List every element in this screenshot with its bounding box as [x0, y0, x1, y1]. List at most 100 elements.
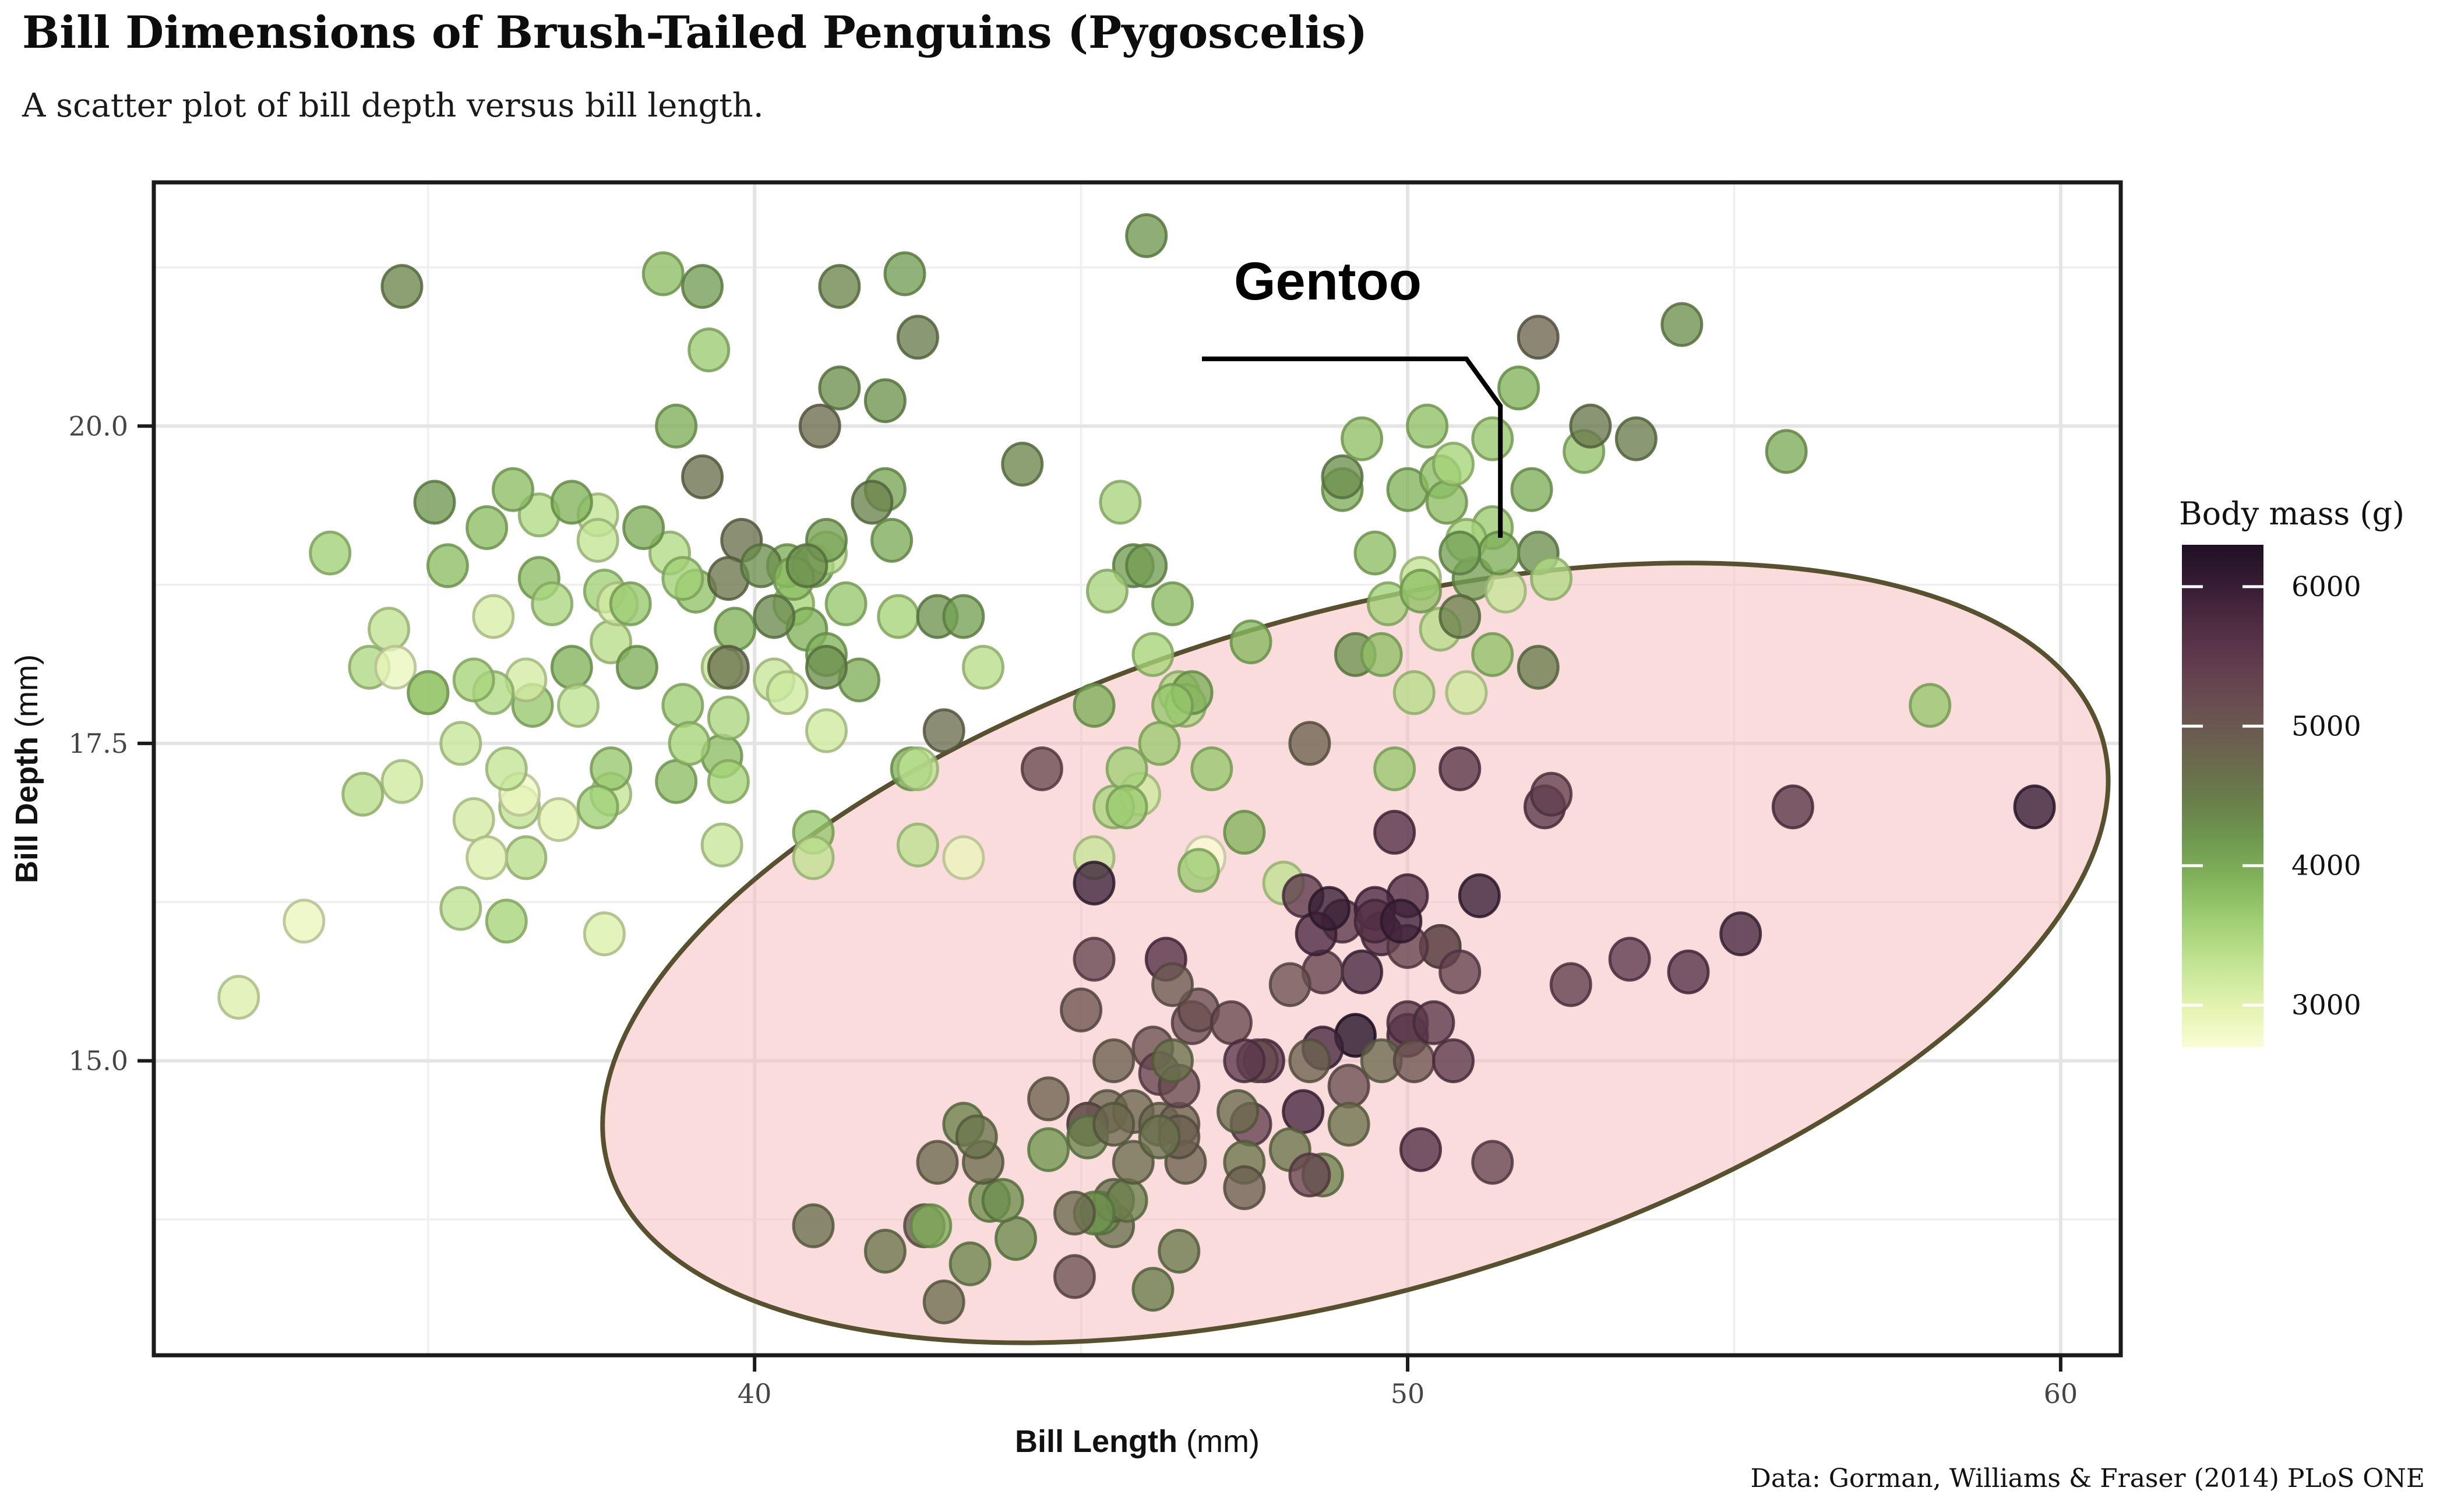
- data-point: [942, 594, 985, 639]
- data-point: [485, 746, 528, 791]
- data-point: [949, 1241, 992, 1287]
- data-point: [1458, 873, 1501, 918]
- data-point: [1471, 1140, 1514, 1185]
- data-point: [1771, 784, 1814, 830]
- data-point: [1217, 1089, 1260, 1134]
- data-point: [798, 403, 841, 449]
- data-point: [863, 378, 907, 424]
- data-point: [655, 759, 698, 804]
- data-point: [1151, 962, 1194, 1007]
- data-point: [472, 594, 515, 639]
- data-point: [1765, 429, 1808, 474]
- data-source-caption: Data: Gorman, Williams & Fraser (2014) P…: [1751, 1464, 2425, 1493]
- data-point: [1125, 213, 1168, 258]
- data-point: [1373, 809, 1416, 855]
- data-point: [413, 480, 456, 525]
- data-point: [922, 708, 965, 753]
- data-point: [961, 644, 1004, 690]
- data-point: [466, 835, 509, 880]
- gentoo-annotation-label: Gentoo: [1234, 252, 1422, 311]
- data-point: [1549, 962, 1592, 1007]
- x-tick-label: 60: [2044, 1378, 2078, 1409]
- data-point: [851, 480, 894, 525]
- data-point: [1438, 594, 1482, 639]
- data-point: [590, 746, 633, 791]
- data-point: [1399, 1127, 1442, 1172]
- data-point: [1223, 1165, 1266, 1210]
- legend-tick-label: 5000: [2291, 710, 2361, 742]
- data-point: [1360, 632, 1403, 677]
- data-point: [1151, 1038, 1194, 1084]
- x-axis-ticks: 40 50 60: [738, 1355, 2078, 1409]
- data-point: [700, 822, 743, 868]
- data-point: [753, 594, 796, 639]
- data-point: [491, 467, 534, 512]
- y-axis-ticks: 20.0 17.5 15.0: [69, 410, 154, 1077]
- data-point: [1053, 1190, 1096, 1236]
- data-point: [1268, 962, 1311, 1007]
- y-tick-label: 17.5: [69, 728, 128, 759]
- data-point: [1380, 898, 1423, 944]
- data-point: [1092, 1102, 1136, 1147]
- legend-title: Body mass (g): [2179, 495, 2404, 532]
- data-point: [1105, 784, 1148, 830]
- data-point: [609, 581, 652, 626]
- data-point: [766, 670, 809, 716]
- data-point: [1112, 1140, 1155, 1185]
- data-point: [1431, 442, 1475, 487]
- data-point: [1223, 1038, 1266, 1084]
- data-point: [1392, 1038, 1436, 1084]
- data-point: [824, 581, 868, 626]
- data-point: [1125, 543, 1168, 588]
- y-axis-title-unit: (mm): [9, 654, 44, 728]
- data-point: [2013, 784, 2056, 830]
- legend-tick-label: 6000: [2291, 571, 2361, 603]
- data-point: [1510, 467, 1553, 512]
- data-point: [1660, 302, 1704, 347]
- data-point: [1425, 480, 1468, 525]
- data-point: [896, 822, 939, 868]
- x-tick-label: 50: [1391, 1378, 1425, 1409]
- data-point: [942, 835, 985, 880]
- data-point: [309, 530, 352, 576]
- data-point: [1353, 530, 1397, 576]
- data-point: [217, 975, 260, 1020]
- x-axis-title-name: Bill Length: [1015, 1424, 1177, 1459]
- data-point: [1438, 746, 1482, 791]
- data-point: [1478, 530, 1521, 576]
- data-point: [870, 517, 914, 563]
- data-point: [995, 1216, 1038, 1261]
- data-point: [439, 886, 482, 931]
- data-point: [557, 683, 600, 728]
- data-point: [896, 315, 939, 360]
- x-axis-title: Bill Length (mm): [1015, 1424, 1260, 1459]
- data-point: [955, 1114, 998, 1159]
- data-point: [785, 543, 828, 588]
- data-point: [341, 771, 385, 817]
- data-point: [1027, 1076, 1070, 1122]
- data-point: [1105, 746, 1148, 791]
- data-point: [1406, 403, 1449, 449]
- data-point: [1210, 1000, 1253, 1045]
- data-point: [1131, 1267, 1175, 1312]
- y-axis-title-name: Bill Depth: [9, 736, 44, 883]
- gentoo-callout-line: [1201, 356, 1503, 538]
- legend-tick-label: 4000: [2291, 850, 2361, 882]
- legend-tick-label: 3000: [2291, 989, 2361, 1021]
- data-point: [1614, 416, 1658, 461]
- data-point: [707, 759, 750, 804]
- data-point: [1497, 365, 1540, 411]
- data-point: [452, 797, 495, 843]
- data-point: [1569, 403, 1612, 449]
- data-point: [655, 403, 698, 449]
- data-point: [583, 911, 626, 957]
- data-point: [792, 835, 835, 880]
- data-point: [1138, 1114, 1181, 1159]
- data-point: [576, 517, 619, 563]
- data-point: [466, 505, 509, 551]
- data-point: [1445, 670, 1488, 716]
- data-point: [1517, 315, 1560, 360]
- data-point: [1282, 1089, 1325, 1134]
- data-point: [714, 607, 757, 652]
